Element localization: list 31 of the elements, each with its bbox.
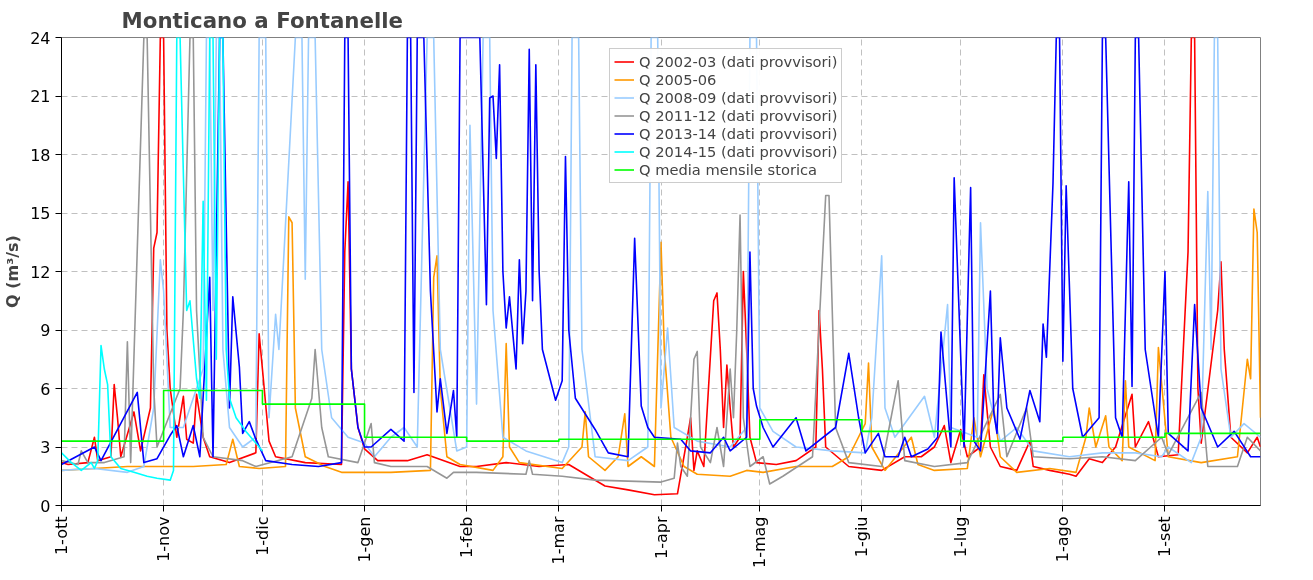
legend-label: Q media mensile storica bbox=[639, 161, 818, 178]
legend-label: Q 2002-03 (dati provvisori) bbox=[639, 53, 838, 70]
x-tick-label: 1-mag bbox=[750, 516, 770, 568]
x-tick-label: 1-dic bbox=[252, 516, 272, 556]
legend-label: Q 2011-12 (dati provvisori) bbox=[639, 107, 838, 124]
y-tick-label: 18 bbox=[30, 145, 51, 165]
x-tick-label: 1-apr bbox=[651, 516, 671, 559]
x-tick-label: 1-feb bbox=[457, 516, 477, 559]
x-tick-label: 1-set bbox=[1155, 516, 1175, 557]
y-tick-label: 3 bbox=[40, 438, 51, 457]
x-tick-label: 1-giu bbox=[852, 516, 872, 558]
x-tick-label: 1-gen bbox=[355, 516, 375, 563]
y-tick-label: 21 bbox=[30, 87, 51, 106]
x-tick-label: 1-ago bbox=[1053, 516, 1073, 563]
y-tick-label: 6 bbox=[40, 379, 51, 399]
x-tick-label: 1-mar bbox=[549, 516, 569, 565]
y-axis-title: Q (m³/s) bbox=[3, 235, 23, 308]
legend-label: Q 2013-14 (dati provvisori) bbox=[639, 125, 838, 142]
y-tick-label: 9 bbox=[40, 321, 51, 340]
legend-label: Q 2014-15 (dati provvisori) bbox=[639, 143, 838, 160]
y-tick-label: 12 bbox=[30, 262, 51, 282]
chart-title: Monticano a Fontanelle bbox=[121, 7, 404, 33]
line-series bbox=[61, 37, 264, 481]
y-tick-label: 24 bbox=[30, 28, 51, 48]
y-tick-label: 15 bbox=[30, 204, 51, 223]
y-tick-label: 0 bbox=[40, 496, 51, 516]
x-tick-label: 1-nov bbox=[154, 516, 174, 562]
x-tick-label: 1-ott bbox=[52, 516, 71, 556]
legend-label: Q 2005-06 bbox=[639, 71, 717, 88]
x-tick-label: 1-lug bbox=[951, 516, 971, 558]
legend-label: Q 2008-09 (dati provvisori) bbox=[639, 89, 838, 106]
